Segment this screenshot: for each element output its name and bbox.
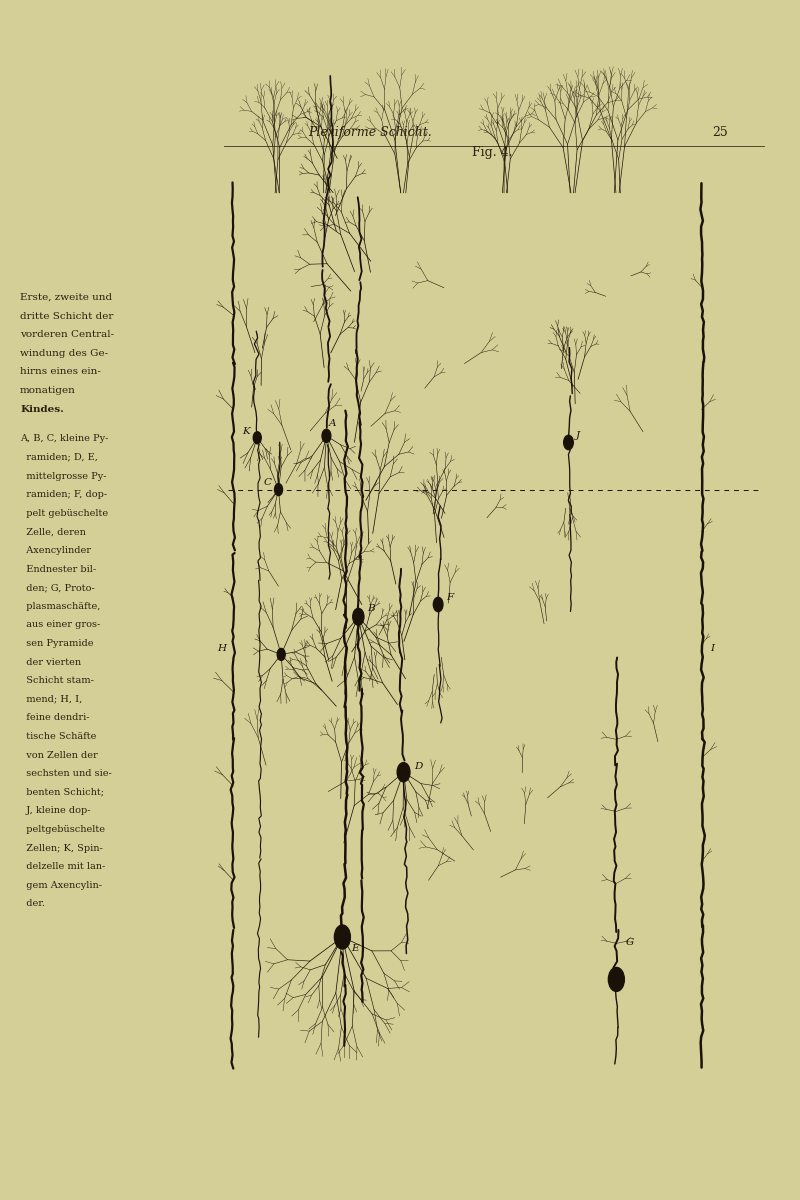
Text: Fig. 4.: Fig. 4. — [472, 146, 512, 158]
Text: feine dendri-: feine dendri- — [20, 713, 90, 722]
Text: I: I — [710, 644, 714, 653]
Text: sechsten und sie-: sechsten und sie- — [20, 769, 112, 778]
Text: pelt gebüschelte: pelt gebüschelte — [20, 509, 108, 517]
Text: von Zellen der: von Zellen der — [20, 750, 98, 760]
Circle shape — [322, 430, 331, 443]
Text: tische Schäfte: tische Schäfte — [20, 732, 96, 740]
Text: 25: 25 — [712, 126, 728, 138]
Text: dritte Schicht der: dritte Schicht der — [20, 312, 114, 320]
Text: monatigen: monatigen — [20, 386, 76, 395]
Text: der vierten: der vierten — [20, 658, 81, 666]
Text: C: C — [264, 478, 272, 487]
Circle shape — [434, 598, 443, 612]
Text: Axencylinder: Axencylinder — [20, 546, 91, 554]
Text: A: A — [329, 419, 337, 428]
Text: gem Axencylin-: gem Axencylin- — [20, 881, 102, 889]
Text: aus einer gros-: aus einer gros- — [20, 620, 100, 629]
Circle shape — [353, 608, 364, 625]
Text: E: E — [351, 944, 359, 954]
Circle shape — [608, 967, 624, 991]
Text: Endnester bil-: Endnester bil- — [20, 564, 96, 574]
Text: G: G — [626, 938, 634, 947]
Text: B: B — [367, 604, 375, 613]
Text: Zellen; K, Spin-: Zellen; K, Spin- — [20, 844, 102, 852]
Circle shape — [274, 484, 282, 496]
Text: vorderen Central-: vorderen Central- — [20, 330, 114, 340]
Text: Plexiforme Schicht.: Plexiforme Schicht. — [308, 126, 432, 138]
Text: ramiden; D, E,: ramiden; D, E, — [20, 452, 98, 462]
Circle shape — [397, 762, 410, 781]
Circle shape — [254, 432, 262, 444]
Text: mittelgrosse Py-: mittelgrosse Py- — [20, 472, 106, 480]
Text: Zelle, deren: Zelle, deren — [20, 527, 86, 536]
Text: J: J — [576, 431, 580, 439]
Text: mend; H, I,: mend; H, I, — [20, 695, 82, 703]
Circle shape — [334, 925, 350, 949]
Text: D: D — [414, 762, 422, 770]
Text: J, kleine dop-: J, kleine dop- — [20, 806, 90, 815]
Circle shape — [564, 436, 574, 450]
Circle shape — [277, 648, 285, 660]
Text: hirns eines ein-: hirns eines ein- — [20, 367, 101, 377]
Text: benten Schicht;: benten Schicht; — [20, 787, 104, 797]
Text: A, B, C, kleine Py-: A, B, C, kleine Py- — [20, 434, 108, 443]
Text: sen Pyramide: sen Pyramide — [20, 638, 94, 648]
Text: Schicht stam-: Schicht stam- — [20, 676, 94, 685]
Text: Erste, zweite und: Erste, zweite und — [20, 293, 112, 302]
Text: Kindes.: Kindes. — [20, 404, 64, 414]
Text: plasmaschäfte,: plasmaschäfte, — [20, 601, 100, 611]
Text: ramiden; F, dop-: ramiden; F, dop- — [20, 490, 107, 499]
Text: H: H — [218, 644, 226, 653]
Text: K: K — [242, 427, 250, 436]
Text: peltgebüschelte: peltgebüschelte — [20, 824, 105, 834]
Text: den; G, Proto-: den; G, Proto- — [20, 583, 94, 592]
Text: delzelle mit lan-: delzelle mit lan- — [20, 862, 106, 871]
Text: F: F — [446, 593, 454, 601]
Text: der.: der. — [20, 899, 45, 908]
Text: windung des Ge-: windung des Ge- — [20, 349, 108, 358]
